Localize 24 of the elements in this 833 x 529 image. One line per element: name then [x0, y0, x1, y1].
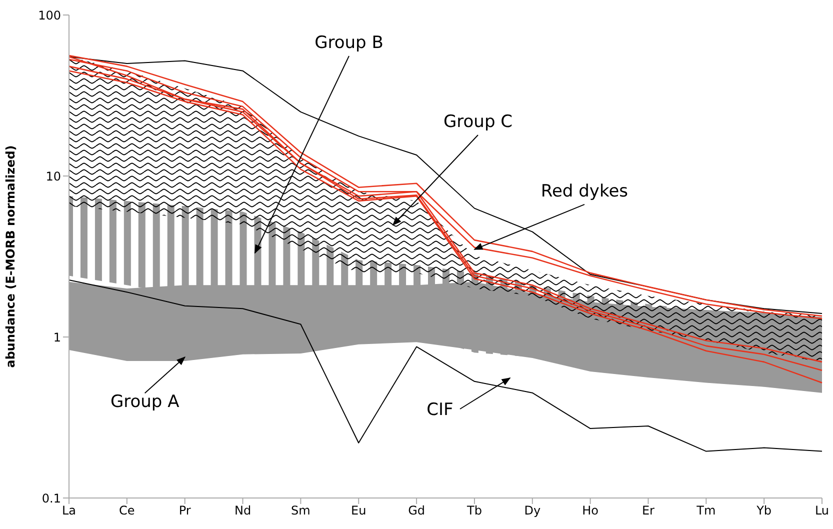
- annotation: Group C: [443, 112, 513, 132]
- x-tick-label: Gd: [408, 504, 425, 518]
- y-axis-title: abundance (E-MORB normalized): [3, 145, 18, 368]
- annotation: CIF: [426, 400, 454, 420]
- x-tick-label: Eu: [351, 504, 366, 518]
- x-tick-label: Dy: [524, 504, 541, 518]
- x-tick-label: Nd: [234, 504, 252, 518]
- y-tick-label: 100: [38, 8, 61, 22]
- y-tick-label: 1: [53, 330, 61, 344]
- x-tick-label: Yb: [756, 504, 772, 518]
- x-tick-label: Ho: [582, 504, 598, 518]
- x-tick-label: Er: [642, 504, 655, 518]
- x-tick-label: Tm: [696, 504, 716, 518]
- y-tick-label: 10: [46, 169, 61, 184]
- x-tick-label: Pr: [178, 504, 191, 518]
- y-tick-label: 0.1: [42, 491, 61, 506]
- annotation: Group B: [314, 33, 384, 53]
- x-tick-label: La: [62, 504, 76, 518]
- annotation: Red dykes: [540, 181, 628, 202]
- x-tick-label: Ce: [119, 504, 135, 518]
- x-tick-label: Sm: [291, 504, 310, 518]
- x-tick-label: Lu: [814, 504, 830, 518]
- x-tick-label: Tb: [466, 504, 482, 518]
- annotation: Group A: [110, 392, 180, 412]
